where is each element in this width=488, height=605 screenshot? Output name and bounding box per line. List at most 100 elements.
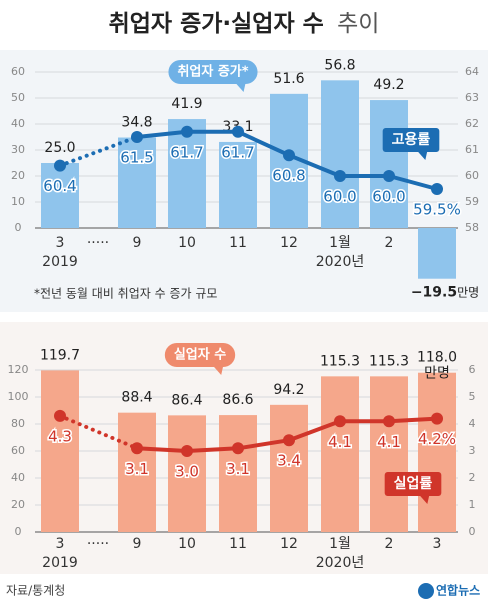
- source: 자료/통계청: [6, 584, 65, 598]
- title: 취업자 증가·실업자 수 추이: [109, 11, 380, 37]
- y2-tick-label: 3: [469, 444, 476, 457]
- bar: [321, 80, 359, 228]
- y-tick-label: 60: [11, 65, 25, 78]
- line-point: [131, 442, 143, 455]
- title-suffix: 추이: [337, 11, 379, 37]
- line-value-label: 4.2%: [418, 430, 456, 448]
- bar: [321, 376, 359, 532]
- line-point: [232, 125, 244, 138]
- line-value-label: 3.1: [125, 460, 149, 478]
- bar: [118, 412, 156, 532]
- bar: [168, 415, 206, 532]
- y2-tick-label: 4: [469, 417, 476, 430]
- y2-tick-label: 62: [465, 117, 479, 130]
- line-value-label: 4.1: [328, 433, 352, 451]
- y-tick-label: 0: [15, 221, 22, 234]
- callout-box: [382, 128, 440, 152]
- legend-callout: 취업자 증가*: [177, 64, 248, 80]
- line-point: [383, 170, 395, 182]
- y-tick-label: 60: [11, 444, 25, 457]
- bar-value-label: 41.9: [171, 96, 202, 112]
- bar: [41, 370, 79, 532]
- bar-value-label: 119.7: [40, 347, 80, 363]
- y-tick-label: 10: [11, 195, 25, 208]
- x-tick-label: 9: [133, 536, 142, 552]
- x-year-label: 2020년: [316, 555, 365, 571]
- bar: [370, 376, 408, 532]
- x-tick-label: 3: [56, 536, 65, 552]
- y-tick-label: 40: [11, 471, 25, 484]
- y-tick-label: 0: [15, 525, 22, 538]
- legend-callout: 실업률: [394, 475, 433, 492]
- line-value-label: 61.7: [170, 143, 203, 161]
- y-tick-label: 40: [11, 117, 25, 130]
- value-text: −19.5: [411, 285, 457, 301]
- callout-box: [384, 472, 442, 496]
- y2-tick-label: 1: [469, 498, 476, 511]
- unit-label: 만명: [424, 366, 450, 382]
- bar: [118, 137, 156, 228]
- y-tick-label: 80: [11, 417, 25, 430]
- x-tick-label: 12: [280, 536, 298, 552]
- callout-box: [164, 343, 236, 367]
- bar: [270, 404, 308, 532]
- line-point: [283, 149, 295, 162]
- bar-value-label: 51.6: [273, 71, 304, 87]
- x-tick-label: ·····: [87, 235, 109, 251]
- gap-connector: [58, 413, 139, 451]
- bar-value-label: 88.4: [121, 390, 152, 406]
- legend-callout: 고용률: [392, 131, 431, 148]
- y-tick-label: 30: [11, 143, 25, 156]
- line-point: [54, 159, 66, 172]
- footnote: *전년 동월 대비 취업자 수 증가 규모: [34, 287, 217, 301]
- bar-value-label: 25.0: [44, 140, 75, 156]
- bar-value-label: 118.0: [417, 350, 457, 366]
- x-tick-label: 3: [56, 235, 65, 251]
- line-value-label: 60.0: [323, 188, 356, 206]
- bar: [41, 163, 79, 228]
- y-tick-label: 20: [11, 498, 25, 511]
- y2-tick-label: 0: [469, 525, 476, 538]
- y-tick-label: 20: [11, 169, 25, 182]
- bar-value-label: 86.6: [222, 392, 253, 408]
- y2-tick-label: 61: [465, 143, 479, 156]
- line-point: [232, 442, 244, 455]
- x-tick-label: ·····: [87, 536, 109, 552]
- line-value-label: 59.5%: [413, 201, 461, 219]
- callout-tail: [235, 83, 246, 92]
- x-year-label: 2019: [42, 555, 78, 571]
- bar-value-label: 115.3: [320, 353, 360, 369]
- x-tick-label: 9: [133, 235, 142, 251]
- x-tick-label: 10: [178, 536, 196, 552]
- callout-tail: [417, 151, 428, 160]
- y2-tick-label: 5: [469, 390, 476, 403]
- y2-tick-label: 60: [465, 169, 479, 182]
- y2-tick-label: 2: [469, 471, 476, 484]
- bar-value-label: 49.2: [373, 77, 404, 93]
- x-tick-label: 11: [229, 536, 247, 552]
- line-point: [131, 131, 143, 143]
- bar: [418, 372, 456, 532]
- line-point: [334, 170, 346, 182]
- x-tick-label: 12: [280, 235, 298, 251]
- y2-tick-label: 63: [465, 91, 479, 104]
- line-point: [334, 415, 346, 428]
- bar-value-label: 56.8: [324, 57, 355, 73]
- bar: [370, 100, 408, 228]
- line-value-label: 61.5: [120, 149, 153, 167]
- title-main: 취업자 증가·실업자 수: [109, 11, 324, 37]
- y2-tick-label: 59: [465, 195, 479, 208]
- bar: [418, 228, 456, 279]
- y-tick-label: 120: [8, 363, 29, 376]
- line-point: [181, 445, 193, 457]
- line-point: [181, 125, 193, 138]
- x-tick-label: 11: [229, 235, 247, 251]
- bar: [219, 415, 257, 532]
- logo: 연합뉴스: [436, 583, 480, 598]
- unit-text: 만명: [457, 285, 479, 299]
- callout-tail: [213, 366, 224, 375]
- line-value-label: 61.7: [221, 143, 254, 161]
- line-value-label: 60.0: [372, 188, 405, 206]
- logo-icon: [418, 583, 434, 599]
- line-value-label: 60.8: [272, 167, 305, 185]
